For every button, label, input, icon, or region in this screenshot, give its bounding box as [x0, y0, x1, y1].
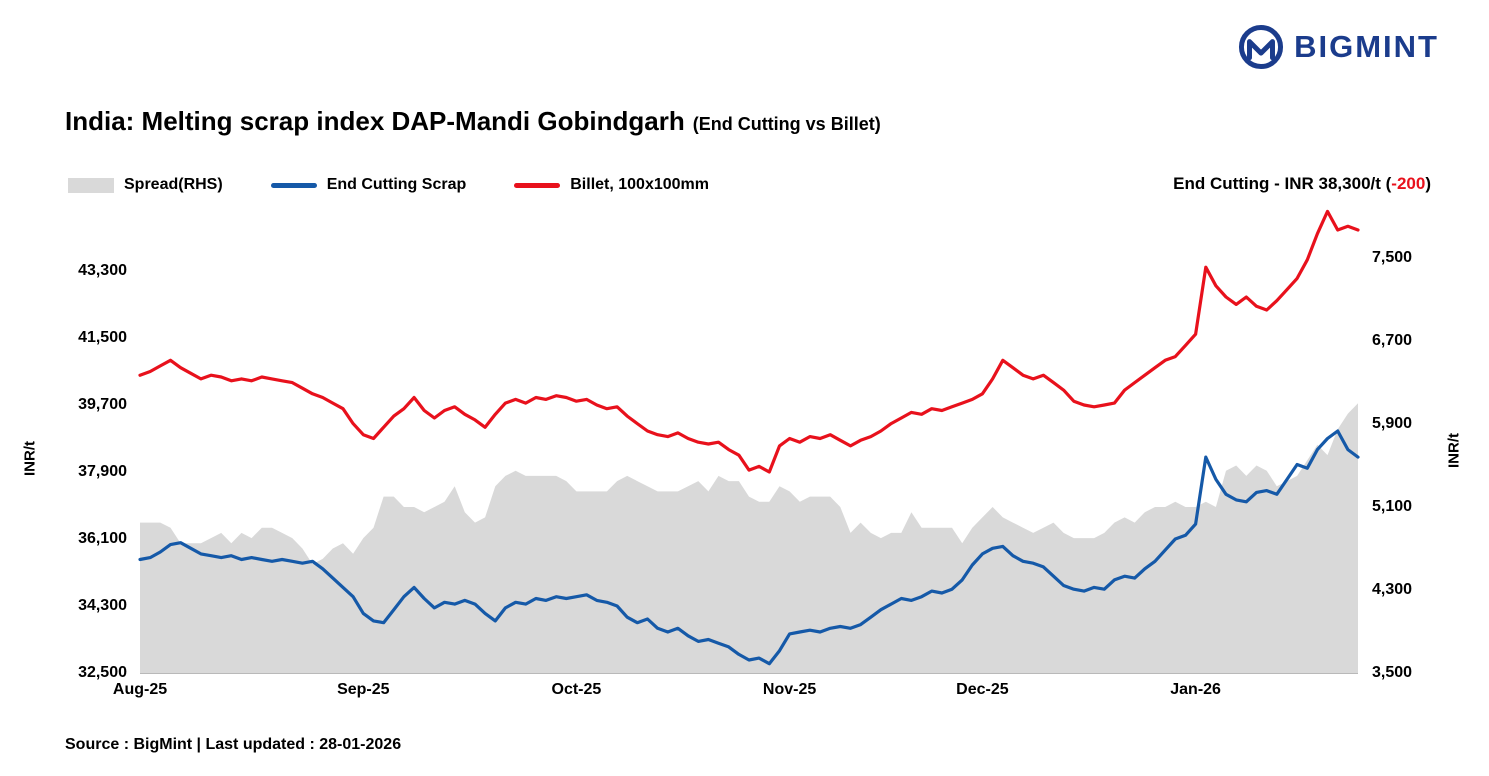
chart-plot-area: [138, 203, 1360, 674]
price-annotation: End Cutting - INR 38,300/t (-200): [1173, 174, 1431, 194]
left-axis-tick: 41,500: [78, 329, 127, 346]
spread-area-swatch: [68, 177, 114, 193]
x-axis-tick: Sep-25: [337, 681, 390, 698]
bigmint-logo-icon: [1239, 24, 1284, 70]
right-axis-tick: 7,500: [1372, 249, 1413, 266]
chart-title: India: Melting scrap index DAP-Mandi Gob…: [65, 106, 685, 136]
legend-label-spread: Spread(RHS): [124, 176, 223, 193]
legend-label-end-cutting: End Cutting Scrap: [326, 176, 467, 193]
price-annotation-suffix: ): [1425, 174, 1431, 193]
source-note: Source : BigMint | Last updated : 28-01-…: [65, 736, 402, 753]
right-axis-title: INR/t: [1445, 433, 1463, 468]
x-axis-tick: Dec-25: [956, 681, 1009, 698]
left-axis-tick: 43,300: [78, 261, 127, 279]
end-cutting-line: [138, 429, 1360, 666]
x-axis-tick: Jan-26: [1170, 681, 1221, 698]
left-axis-tick: 37,900: [78, 463, 127, 480]
end-cutting-line-swatch: [270, 182, 317, 188]
billet-line-swatch: [514, 182, 561, 188]
left-axis-title: INR/t: [21, 441, 39, 476]
left-axis-tick: 39,700: [78, 396, 127, 413]
bigmint-logo: BIGMINT: [1238, 24, 1439, 70]
legend-item-billet: Billet, 100x100mm: [514, 176, 709, 194]
chart-canvas: [138, 209, 1360, 673]
right-axis-tick: 4,300: [1372, 581, 1413, 598]
left-axis-tick: 36,100: [78, 530, 127, 547]
right-axis-tick: 3,500: [1372, 664, 1413, 681]
right-axis-tick: 5,100: [1372, 498, 1413, 515]
chart-subtitle: (End Cutting vs Billet): [692, 114, 881, 134]
spread-area: [140, 403, 1358, 673]
billet-line: [138, 209, 1360, 474]
x-axis-tick: Oct-25: [551, 681, 602, 698]
right-axis-labels: 3,500 4,300 5,100 5,900 6,700 7,500: [1372, 203, 1472, 681]
price-change-value: -200: [1391, 174, 1426, 193]
x-axis-tick: Aug-25: [112, 681, 168, 698]
x-axis-tick: Nov-25: [762, 681, 817, 698]
right-axis-tick: 6,700: [1372, 332, 1413, 349]
left-axis-tick: 32,500: [78, 664, 127, 681]
right-axis-tick: 5,900: [1372, 415, 1413, 432]
page-title: India: Melting scrap index DAP-Mandi Gob…: [65, 106, 881, 137]
legend-item-spread: Spread(RHS): [68, 176, 223, 194]
left-axis-tick: 34,300: [78, 597, 127, 614]
price-annotation-prefix: End Cutting - INR 38,300/t (: [1173, 174, 1392, 193]
legend-label-billet: Billet, 100x100mm: [570, 176, 709, 193]
chart-legend: Spread(RHS) End Cutting Scrap Billet, 10…: [68, 176, 709, 194]
x-axis-labels: Aug-25 Sep-25 Oct-25 Nov-25 Dec-25 Jan-26: [113, 681, 1358, 705]
left-axis-labels: 32,500 34,300 36,100 37,900 39,700 41,500 43,3…: [0, 203, 127, 681]
legend-item-end-cutting: End Cutting Scrap: [270, 176, 467, 194]
bigmint-logo-text: BIGMINT: [1294, 29, 1439, 64]
